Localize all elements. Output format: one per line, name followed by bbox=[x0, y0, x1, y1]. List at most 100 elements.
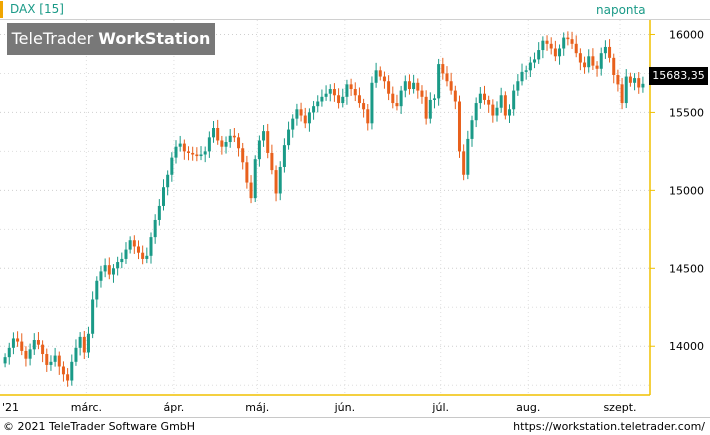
candle-body bbox=[178, 143, 182, 147]
x-axis-labels: '21 márc. ápr. máj. jún. júl. aug. szept. bbox=[2, 401, 637, 414]
x-tick-label: szept. bbox=[603, 401, 636, 414]
candle-body bbox=[145, 255, 149, 259]
candle-body bbox=[520, 71, 524, 82]
candle-body bbox=[32, 340, 36, 350]
candle-body bbox=[278, 166, 282, 194]
x-tick-label: ápr. bbox=[164, 401, 185, 414]
candle-body bbox=[28, 349, 32, 359]
candle-body bbox=[107, 265, 111, 275]
candle-body bbox=[595, 65, 599, 69]
candle-body bbox=[633, 78, 637, 83]
candle-body bbox=[324, 93, 328, 97]
candle-body bbox=[620, 84, 624, 104]
footer-url[interactable]: https://workstation.teletrader.com/ bbox=[513, 420, 705, 433]
candle-body bbox=[374, 70, 378, 83]
candle-body bbox=[491, 104, 495, 116]
candle-body bbox=[483, 93, 486, 100]
candle-body bbox=[41, 344, 45, 355]
candle-body bbox=[624, 76, 628, 104]
candle-body bbox=[95, 280, 99, 300]
candle-body bbox=[274, 170, 278, 194]
candle-body bbox=[332, 89, 336, 96]
candle-body bbox=[616, 75, 620, 85]
candle-body bbox=[136, 246, 140, 253]
x-tick-label: aug. bbox=[516, 401, 540, 414]
x-tick-label: júl. bbox=[431, 401, 449, 414]
candle-body bbox=[537, 50, 541, 60]
candle-body bbox=[11, 338, 15, 348]
candle-body bbox=[362, 103, 366, 110]
copyright-text: © 2021 TeleTrader Software GmbH bbox=[3, 420, 196, 433]
candle-body bbox=[57, 355, 61, 367]
candle-body bbox=[82, 336, 86, 353]
candle-body bbox=[207, 137, 211, 152]
candle-body bbox=[370, 82, 374, 124]
candle-body bbox=[128, 240, 132, 250]
candle-body bbox=[574, 43, 578, 54]
candle-body bbox=[53, 355, 57, 362]
candle-body bbox=[303, 115, 307, 124]
candle-body bbox=[545, 40, 549, 44]
candle-body bbox=[312, 106, 316, 113]
candle-body bbox=[462, 151, 466, 175]
x-tick-label: jún. bbox=[334, 401, 356, 414]
candle-body bbox=[78, 336, 82, 348]
period-label[interactable]: naponta bbox=[596, 3, 646, 17]
candle-body bbox=[216, 128, 220, 141]
symbol-label[interactable]: DAX [15] bbox=[0, 1, 64, 18]
candle-body bbox=[120, 258, 124, 263]
candle-body bbox=[70, 361, 74, 381]
candle-body bbox=[395, 103, 399, 107]
candle-body bbox=[162, 187, 165, 206]
candle-body bbox=[199, 154, 203, 157]
candle-body bbox=[549, 43, 553, 49]
candle-body bbox=[153, 219, 157, 238]
y-tick-label: 15500 bbox=[669, 106, 704, 119]
candle-body bbox=[387, 81, 391, 94]
y-tick-label: 14000 bbox=[669, 340, 704, 353]
candle-body bbox=[441, 64, 445, 74]
candle-body bbox=[182, 143, 186, 152]
candle-body bbox=[228, 135, 232, 143]
candle-body bbox=[116, 262, 120, 269]
candle-body bbox=[366, 109, 370, 124]
candle-body bbox=[295, 109, 299, 119]
candle-body bbox=[86, 333, 90, 353]
candle-body bbox=[7, 347, 11, 358]
candle-body bbox=[170, 157, 174, 175]
candle-body bbox=[416, 82, 420, 91]
candle-body bbox=[478, 93, 482, 104]
candle-body bbox=[382, 76, 386, 82]
candle-body bbox=[378, 70, 382, 77]
y-tick-label: 16000 bbox=[669, 28, 704, 41]
candle-body bbox=[270, 152, 274, 171]
candle-body bbox=[349, 84, 353, 90]
candle-body bbox=[449, 81, 453, 91]
candle-body bbox=[124, 249, 128, 259]
candle-body bbox=[399, 90, 403, 107]
candle-body bbox=[24, 350, 28, 359]
candle-body bbox=[437, 64, 441, 99]
candle-body bbox=[282, 145, 286, 167]
candle-body bbox=[357, 95, 361, 104]
candle-body bbox=[603, 46, 607, 54]
candle-body bbox=[299, 109, 303, 116]
candle-body bbox=[403, 81, 407, 91]
candle-body bbox=[391, 93, 395, 104]
grid-lines bbox=[0, 20, 655, 395]
candle-body bbox=[232, 135, 236, 138]
candle-body bbox=[499, 95, 503, 108]
candle-body bbox=[637, 78, 641, 88]
candle-body bbox=[503, 95, 507, 116]
candle-body bbox=[132, 240, 136, 247]
candle-body bbox=[320, 96, 324, 102]
x-tick-label: márc. bbox=[71, 401, 102, 414]
candle-body bbox=[174, 146, 178, 158]
candle-body bbox=[287, 129, 291, 146]
candle-body bbox=[257, 140, 261, 160]
candle-body bbox=[212, 128, 216, 138]
candle-body bbox=[428, 99, 432, 119]
candle-body bbox=[508, 109, 512, 116]
candle-body bbox=[516, 81, 520, 91]
